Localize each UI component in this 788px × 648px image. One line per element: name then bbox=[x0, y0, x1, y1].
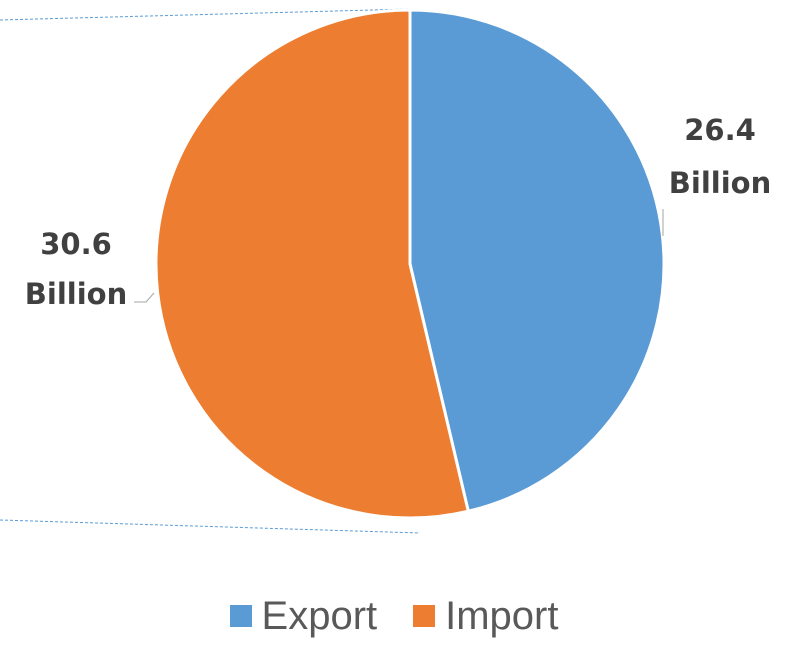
connector-line-top bbox=[0, 8, 411, 21]
legend-label-export: Export bbox=[261, 594, 378, 638]
connector-line-bottom bbox=[0, 519, 421, 534]
data-label-export-unit: Billion bbox=[669, 166, 771, 200]
data-label-export-value: 26.4 bbox=[684, 113, 756, 147]
leader-line-import bbox=[134, 292, 155, 303]
pie-slice-export[interactable] bbox=[408, 8, 666, 514]
legend-label-import: Import bbox=[445, 594, 559, 638]
legend-swatch-export bbox=[229, 605, 252, 627]
data-label-import-value: 30.6 bbox=[40, 227, 112, 261]
legend-swatch-import bbox=[413, 605, 436, 627]
pie-slice-import[interactable] bbox=[154, 8, 471, 520]
legend-item-import[interactable]: Import bbox=[413, 596, 558, 636]
chart-legend: Export Import bbox=[0, 596, 788, 636]
legend-item-export[interactable]: Export bbox=[229, 594, 378, 638]
data-label-import-unit: Billion bbox=[25, 277, 127, 311]
